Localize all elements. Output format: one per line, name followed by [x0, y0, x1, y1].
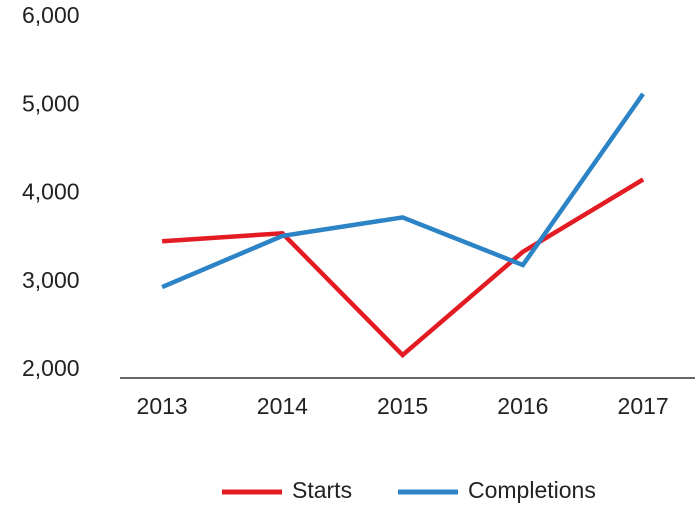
x-tick-label: 2016 [497, 393, 548, 419]
x-tick-label: 2014 [257, 393, 308, 419]
x-tick-label: 2017 [618, 393, 669, 419]
line-series [161, 177, 645, 359]
y-tick-label: 6,000 [22, 2, 80, 28]
x-tick-label: 2013 [137, 393, 188, 419]
legend-label: Starts [292, 477, 352, 503]
y-tick-label: 4,000 [22, 179, 80, 205]
x-tick-label: 2015 [377, 393, 428, 419]
line-series [161, 92, 645, 290]
y-tick-label: 2,000 [22, 355, 80, 381]
y-tick-label: 5,000 [22, 90, 80, 116]
y-tick-label: 3,000 [22, 267, 80, 293]
legend-label: Completions [468, 477, 596, 503]
